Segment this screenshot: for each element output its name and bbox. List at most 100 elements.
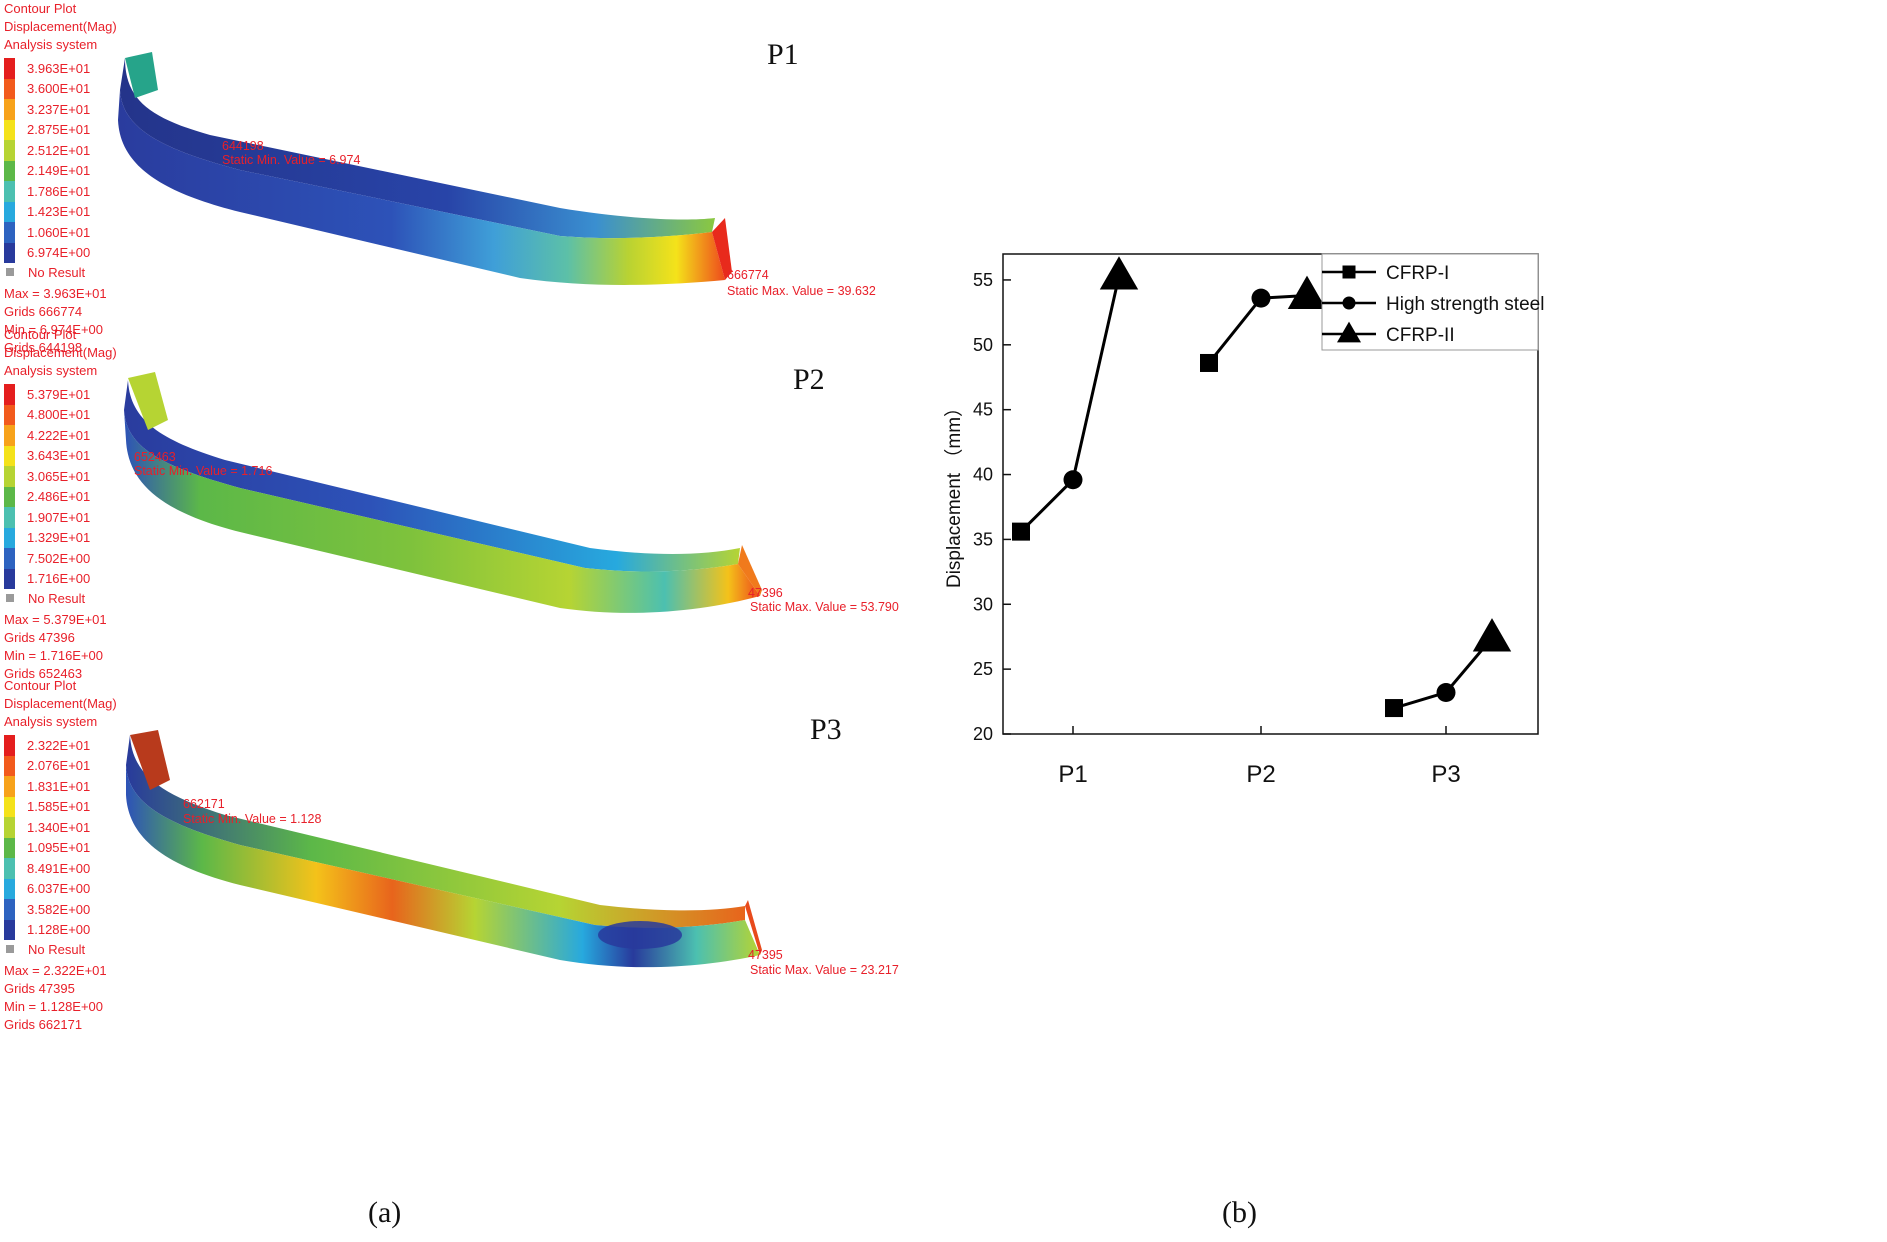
legend-level-value: 1.128E+00 bbox=[27, 922, 91, 938]
p2-max-node: 47396 bbox=[748, 586, 783, 600]
legend-subtitle: Displacement(Mag) bbox=[4, 345, 117, 360]
legend-level-value: 3.237E+01 bbox=[27, 101, 91, 117]
legend-entry-label: CFRP-II bbox=[1386, 325, 1455, 346]
y-tick-label: 55 bbox=[973, 270, 993, 290]
circle-marker bbox=[1251, 288, 1271, 308]
legend-level-value: 2.076E+01 bbox=[27, 758, 91, 774]
circle-marker bbox=[1063, 470, 1083, 490]
legend-swatch bbox=[4, 507, 15, 528]
p3-max-label: Static Max. Value = 23.217 bbox=[750, 963, 899, 977]
y-tick-label: 35 bbox=[973, 529, 993, 549]
y-axis-label: Displacement （mm） bbox=[943, 398, 965, 588]
legend-level-value: 1.831E+01 bbox=[27, 778, 91, 794]
legend-level: 1.786E+01 bbox=[4, 181, 117, 202]
legend-level-value: 5.379E+01 bbox=[27, 386, 91, 402]
legend-level: 1.128E+00 bbox=[4, 919, 117, 940]
legend-level-value: 1.786E+01 bbox=[27, 183, 91, 199]
legend-level: 1.716E+00 bbox=[4, 568, 117, 589]
legend-level-value: 1.907E+01 bbox=[27, 509, 91, 525]
p3-legend-stats: Max = 2.322E+01 Grids 47395 Min = 1.128E… bbox=[4, 962, 117, 1034]
legend-level: 6.974E+00 bbox=[4, 242, 117, 263]
legend-level-value: 1.423E+01 bbox=[27, 204, 91, 220]
x-tick-label: P1 bbox=[1058, 761, 1087, 788]
subfigure-label-a: (a) bbox=[368, 1196, 402, 1229]
square-marker bbox=[1385, 699, 1403, 718]
legend-swatch bbox=[4, 445, 15, 466]
legend-swatch bbox=[4, 858, 15, 879]
legend-level: 2.512E+01 bbox=[4, 140, 117, 161]
p2-min-label: Static Min. Value = 1.716 bbox=[134, 464, 273, 478]
legend-level-value: 3.643E+01 bbox=[27, 448, 91, 464]
min-grid: Grids 662171 bbox=[4, 1017, 83, 1032]
legend-swatch bbox=[4, 181, 15, 202]
no-result-swatch bbox=[6, 594, 14, 602]
max-grid: Grids 666774 bbox=[4, 304, 83, 319]
legend-swatch bbox=[4, 486, 15, 507]
legend-swatch bbox=[4, 201, 15, 222]
legend-entry-label: CFRP-I bbox=[1386, 263, 1449, 284]
legend-level-value: 1.060E+01 bbox=[27, 224, 91, 240]
p1-max-label: Static Max. Value = 39.632 bbox=[727, 284, 876, 298]
legend-swatch bbox=[4, 527, 15, 548]
triangle-marker bbox=[1337, 321, 1361, 343]
legend-swatch bbox=[4, 878, 15, 899]
legend-level: 3.600E+01 bbox=[4, 78, 117, 99]
legend-level: 1.831E+01 bbox=[4, 776, 117, 797]
p3-legend-header: Contour Plot Displacement(Mag) Analysis … bbox=[4, 677, 117, 731]
p2-legend-stats: Max = 5.379E+01 Grids 47396 Min = 1.716E… bbox=[4, 611, 117, 683]
legend-swatch bbox=[4, 242, 15, 263]
circle-marker bbox=[1342, 296, 1356, 310]
legend-level: 5.379E+01 bbox=[4, 384, 117, 405]
legend-level-value: 2.149E+01 bbox=[27, 163, 91, 179]
legend-swatch bbox=[4, 796, 15, 817]
legend-swatch bbox=[4, 58, 15, 79]
p2-legend-scale: 5.379E+01 4.800E+01 4.222E+01 3.643E+01 3.06… bbox=[4, 384, 117, 589]
legend-level: 1.907E+01 bbox=[4, 507, 117, 528]
min-grid: Grids 652463 bbox=[4, 666, 83, 681]
legend-level-value: 2.486E+01 bbox=[27, 489, 91, 505]
legend-level-value: 8.491E+00 bbox=[27, 860, 91, 876]
legend-level: 4.800E+01 bbox=[4, 404, 117, 425]
legend-level: 3.237E+01 bbox=[4, 99, 117, 120]
legend-level: 1.340E+01 bbox=[4, 817, 117, 838]
legend-swatch bbox=[4, 119, 15, 140]
no-result-swatch bbox=[6, 945, 14, 953]
legend-level: 2.322E+01 bbox=[4, 735, 117, 756]
legend-level-value: 1.329E+01 bbox=[27, 530, 91, 546]
p2-min-node: 652463 bbox=[134, 450, 176, 464]
legend-level: 3.065E+01 bbox=[4, 466, 117, 487]
p1-legend-stats: Max = 3.963E+01 Grids 666774 Min = 6.974… bbox=[4, 285, 117, 357]
p3-no-result: No Result bbox=[4, 940, 117, 958]
y-axis: 20 25 30 35 40 45 50 55 bbox=[973, 270, 1011, 744]
min-value: Min = 6.974E+00 bbox=[4, 322, 104, 337]
x-axis: P1 P2 P3 bbox=[1058, 726, 1461, 788]
legend-level: 4.222E+01 bbox=[4, 425, 117, 446]
category-line-P1 bbox=[1019, 275, 1121, 533]
p3-min-node: 662171 bbox=[183, 797, 225, 811]
max-grid: Grids 47395 bbox=[4, 981, 75, 996]
p2-title: P2 bbox=[793, 363, 825, 396]
legend-swatch bbox=[4, 222, 15, 243]
min-value: Min = 1.128E+00 bbox=[4, 999, 104, 1014]
plot-frame bbox=[1002, 253, 1539, 735]
legend-level: 7.502E+00 bbox=[4, 548, 117, 569]
legend-level: 1.585E+01 bbox=[4, 796, 117, 817]
legend-swatch bbox=[4, 776, 15, 797]
legend-level: 1.329E+01 bbox=[4, 527, 117, 548]
p1-legend-header: Contour Plot Displacement(Mag) Analysis … bbox=[4, 0, 117, 54]
y-tick-label: 20 bbox=[973, 724, 993, 744]
legend-level-value: 7.502E+00 bbox=[27, 550, 91, 566]
legend-level: 2.486E+01 bbox=[4, 486, 117, 507]
max-value: Max = 2.322E+01 bbox=[4, 963, 107, 978]
legend-swatch bbox=[4, 817, 15, 838]
triangle-marker bbox=[1287, 275, 1327, 309]
no-result-swatch bbox=[6, 268, 14, 276]
legend-swatch bbox=[4, 78, 15, 99]
p1-max-node: 666774 bbox=[727, 268, 769, 282]
legend-swatch bbox=[4, 755, 15, 776]
min-grid: Grids 644198 bbox=[4, 340, 83, 355]
legend-system: Analysis system bbox=[4, 37, 98, 52]
p3-title: P3 bbox=[810, 713, 842, 746]
p1-contour-legend: Contour Plot Displacement(Mag) Analysis … bbox=[4, 0, 117, 357]
p3-legend-scale: 2.322E+01 2.076E+01 1.831E+01 1.585E+01 1.34… bbox=[4, 735, 117, 940]
